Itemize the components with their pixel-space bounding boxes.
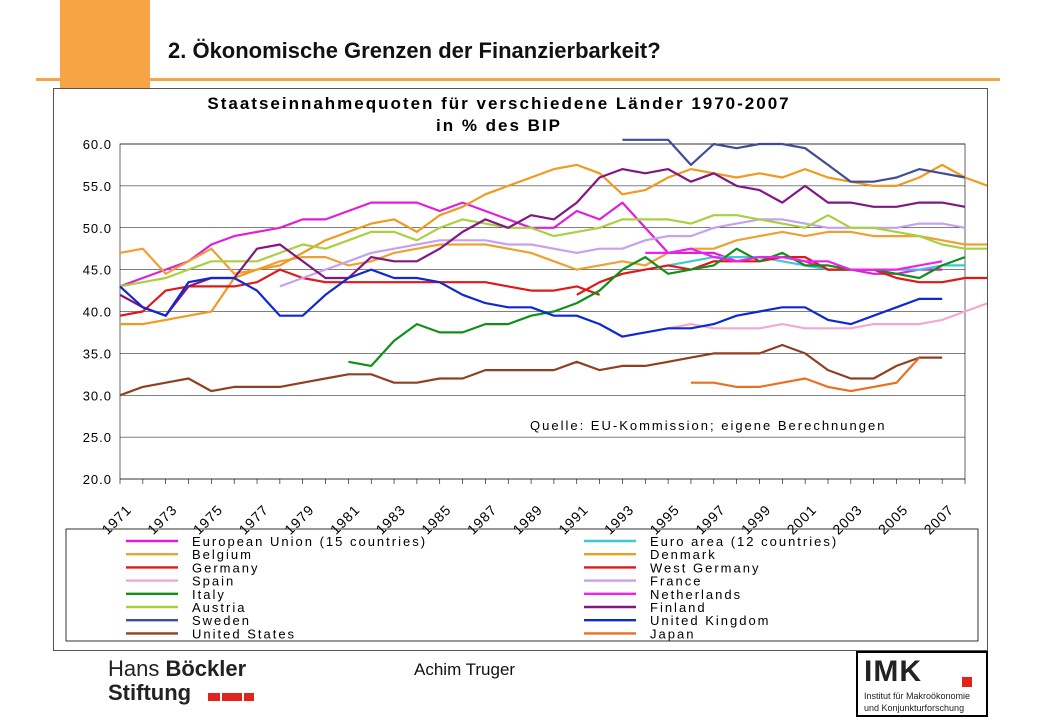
chart-frame: Staatseinnahmequoten für verschiedene Lä… bbox=[53, 88, 988, 651]
x-tick-label: 1971 bbox=[98, 501, 134, 537]
imk-sub2: und Konjunkturforschung bbox=[864, 703, 965, 713]
series-line bbox=[645, 247, 943, 271]
chart-svg: Staatseinnahmequoten für verschiedene Lä… bbox=[65, 94, 987, 642]
imk-sub1: Institut für Makroökonomie bbox=[864, 691, 971, 701]
series-line bbox=[119, 343, 943, 397]
series-line bbox=[120, 163, 987, 326]
legend-label: Japan bbox=[650, 626, 695, 641]
source-note: Quelle: EU-Kommission; eigene Berechnung… bbox=[530, 418, 886, 433]
legend-label: Germany bbox=[192, 560, 259, 575]
imk-logo: IMK Institut für Makroökonomie und Konju… bbox=[856, 651, 988, 717]
x-tick-label: 1977 bbox=[235, 501, 271, 537]
x-tick-label: 1987 bbox=[464, 501, 500, 537]
x-tick-label: 1979 bbox=[281, 501, 317, 537]
legend-label: Belgium bbox=[192, 547, 253, 562]
y-tick-label: 40.0 bbox=[83, 305, 112, 320]
legend-label: Spain bbox=[192, 574, 235, 589]
x-tick-label: 1999 bbox=[738, 501, 774, 537]
legend-label: West Germany bbox=[650, 560, 760, 575]
legend-box bbox=[65, 528, 979, 642]
imk-letters: IMK bbox=[864, 655, 922, 688]
series-line bbox=[119, 167, 966, 317]
x-tick-label: 2003 bbox=[829, 501, 865, 537]
legend-label: Austria bbox=[192, 600, 246, 615]
legend-label: Denmark bbox=[650, 547, 717, 562]
accent-block bbox=[60, 0, 150, 88]
y-tick-label: 45.0 bbox=[83, 263, 112, 278]
series-line bbox=[119, 268, 600, 317]
hb-line2: Stiftung bbox=[108, 680, 192, 705]
accent-line bbox=[36, 78, 1000, 81]
x-tick-label: 1989 bbox=[509, 501, 545, 537]
hb-light: Hans bbox=[108, 656, 166, 681]
series-line bbox=[690, 356, 921, 393]
imk-dot bbox=[962, 677, 972, 687]
hb-bars bbox=[208, 688, 256, 701]
series-line bbox=[348, 247, 966, 367]
y-tick-label: 55.0 bbox=[83, 179, 112, 194]
hans-boeckler-logo: Hans Böckler Stiftung bbox=[108, 656, 278, 706]
series-line bbox=[576, 256, 987, 296]
page-title: 2. Ökonomische Grenzen der Finanzierbark… bbox=[168, 38, 661, 63]
legend-label: Italy bbox=[192, 587, 226, 602]
legend-label: European Union (15 countries) bbox=[192, 534, 427, 549]
x-tick-label: 1981 bbox=[327, 501, 363, 537]
series-line bbox=[667, 302, 987, 330]
y-tick-label: 60.0 bbox=[83, 137, 112, 152]
x-tick-label: 1985 bbox=[418, 501, 454, 537]
y-tick-label: 30.0 bbox=[83, 388, 112, 403]
y-tick-label: 25.0 bbox=[83, 430, 112, 445]
x-tick-label: 1993 bbox=[601, 501, 637, 537]
footer-author: Achim Truger bbox=[414, 660, 516, 679]
chart-title-line2: in % des BIP bbox=[436, 116, 562, 135]
x-tick-label: 1983 bbox=[372, 501, 408, 537]
legend-label: Netherlands bbox=[650, 587, 742, 602]
y-tick-label: 35.0 bbox=[83, 346, 112, 361]
series-line bbox=[119, 230, 987, 275]
legend-label: United Kingdom bbox=[650, 613, 771, 628]
x-tick-label: 1991 bbox=[555, 501, 591, 537]
x-tick-label: 1975 bbox=[190, 501, 226, 537]
series-line bbox=[119, 268, 943, 338]
x-tick-label: 2007 bbox=[921, 501, 957, 537]
x-tick-label: 1995 bbox=[646, 501, 682, 537]
legend-label: United States bbox=[192, 626, 296, 641]
x-tick-label: 1973 bbox=[144, 501, 180, 537]
legend-label: France bbox=[650, 574, 702, 589]
legend-label: Finland bbox=[650, 600, 707, 615]
x-tick-label: 1997 bbox=[692, 501, 728, 537]
x-tick-label: 2005 bbox=[875, 501, 911, 537]
y-tick-label: 50.0 bbox=[83, 221, 112, 236]
legend-label: Sweden bbox=[192, 613, 251, 628]
series-line bbox=[622, 138, 966, 183]
chart-title-line1: Staatseinnahmequoten für verschiedene Lä… bbox=[207, 94, 790, 113]
series-line bbox=[119, 214, 987, 288]
x-tick-label: 2001 bbox=[784, 501, 820, 537]
legend-label: Euro area (12 countries) bbox=[650, 534, 838, 549]
hb-bold: Böckler bbox=[165, 656, 247, 681]
series-line bbox=[279, 218, 966, 288]
y-tick-label: 20.0 bbox=[83, 472, 112, 487]
